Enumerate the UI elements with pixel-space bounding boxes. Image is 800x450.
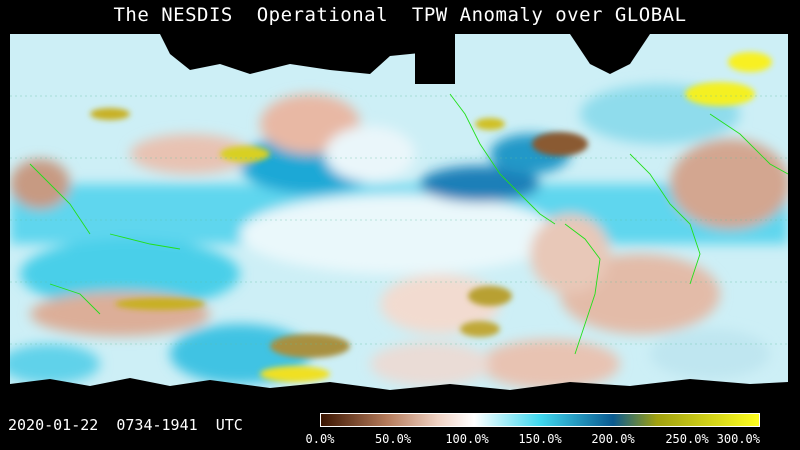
map-canvas	[10, 34, 788, 406]
missing-data	[10, 34, 788, 406]
map-title: The NESDIS Operational TPW Anomaly over …	[113, 4, 687, 26]
colorbar-gradient	[321, 414, 759, 426]
colorbar	[320, 413, 760, 427]
colorbar-tick-200: 200.0%	[591, 432, 635, 446]
anomaly-extremes	[90, 52, 772, 382]
colorbar-tick-250: 250.0%	[665, 432, 709, 446]
anomaly-field	[10, 84, 788, 389]
colorbar-tick-150: 150.0%	[518, 432, 562, 446]
colorbar-tick-0: 0.0%	[305, 432, 335, 446]
colorbar-tick-100: 100.0%	[445, 432, 489, 446]
observation-timestamp: 2020-01-22 0734-1941 UTC	[8, 416, 243, 434]
colorbar-tick-50: 50.0%	[374, 432, 412, 446]
coastlines	[29, 93, 788, 355]
tpw-anomaly-map	[10, 34, 788, 406]
colorbar-tick-300: 300.0%	[716, 432, 760, 446]
